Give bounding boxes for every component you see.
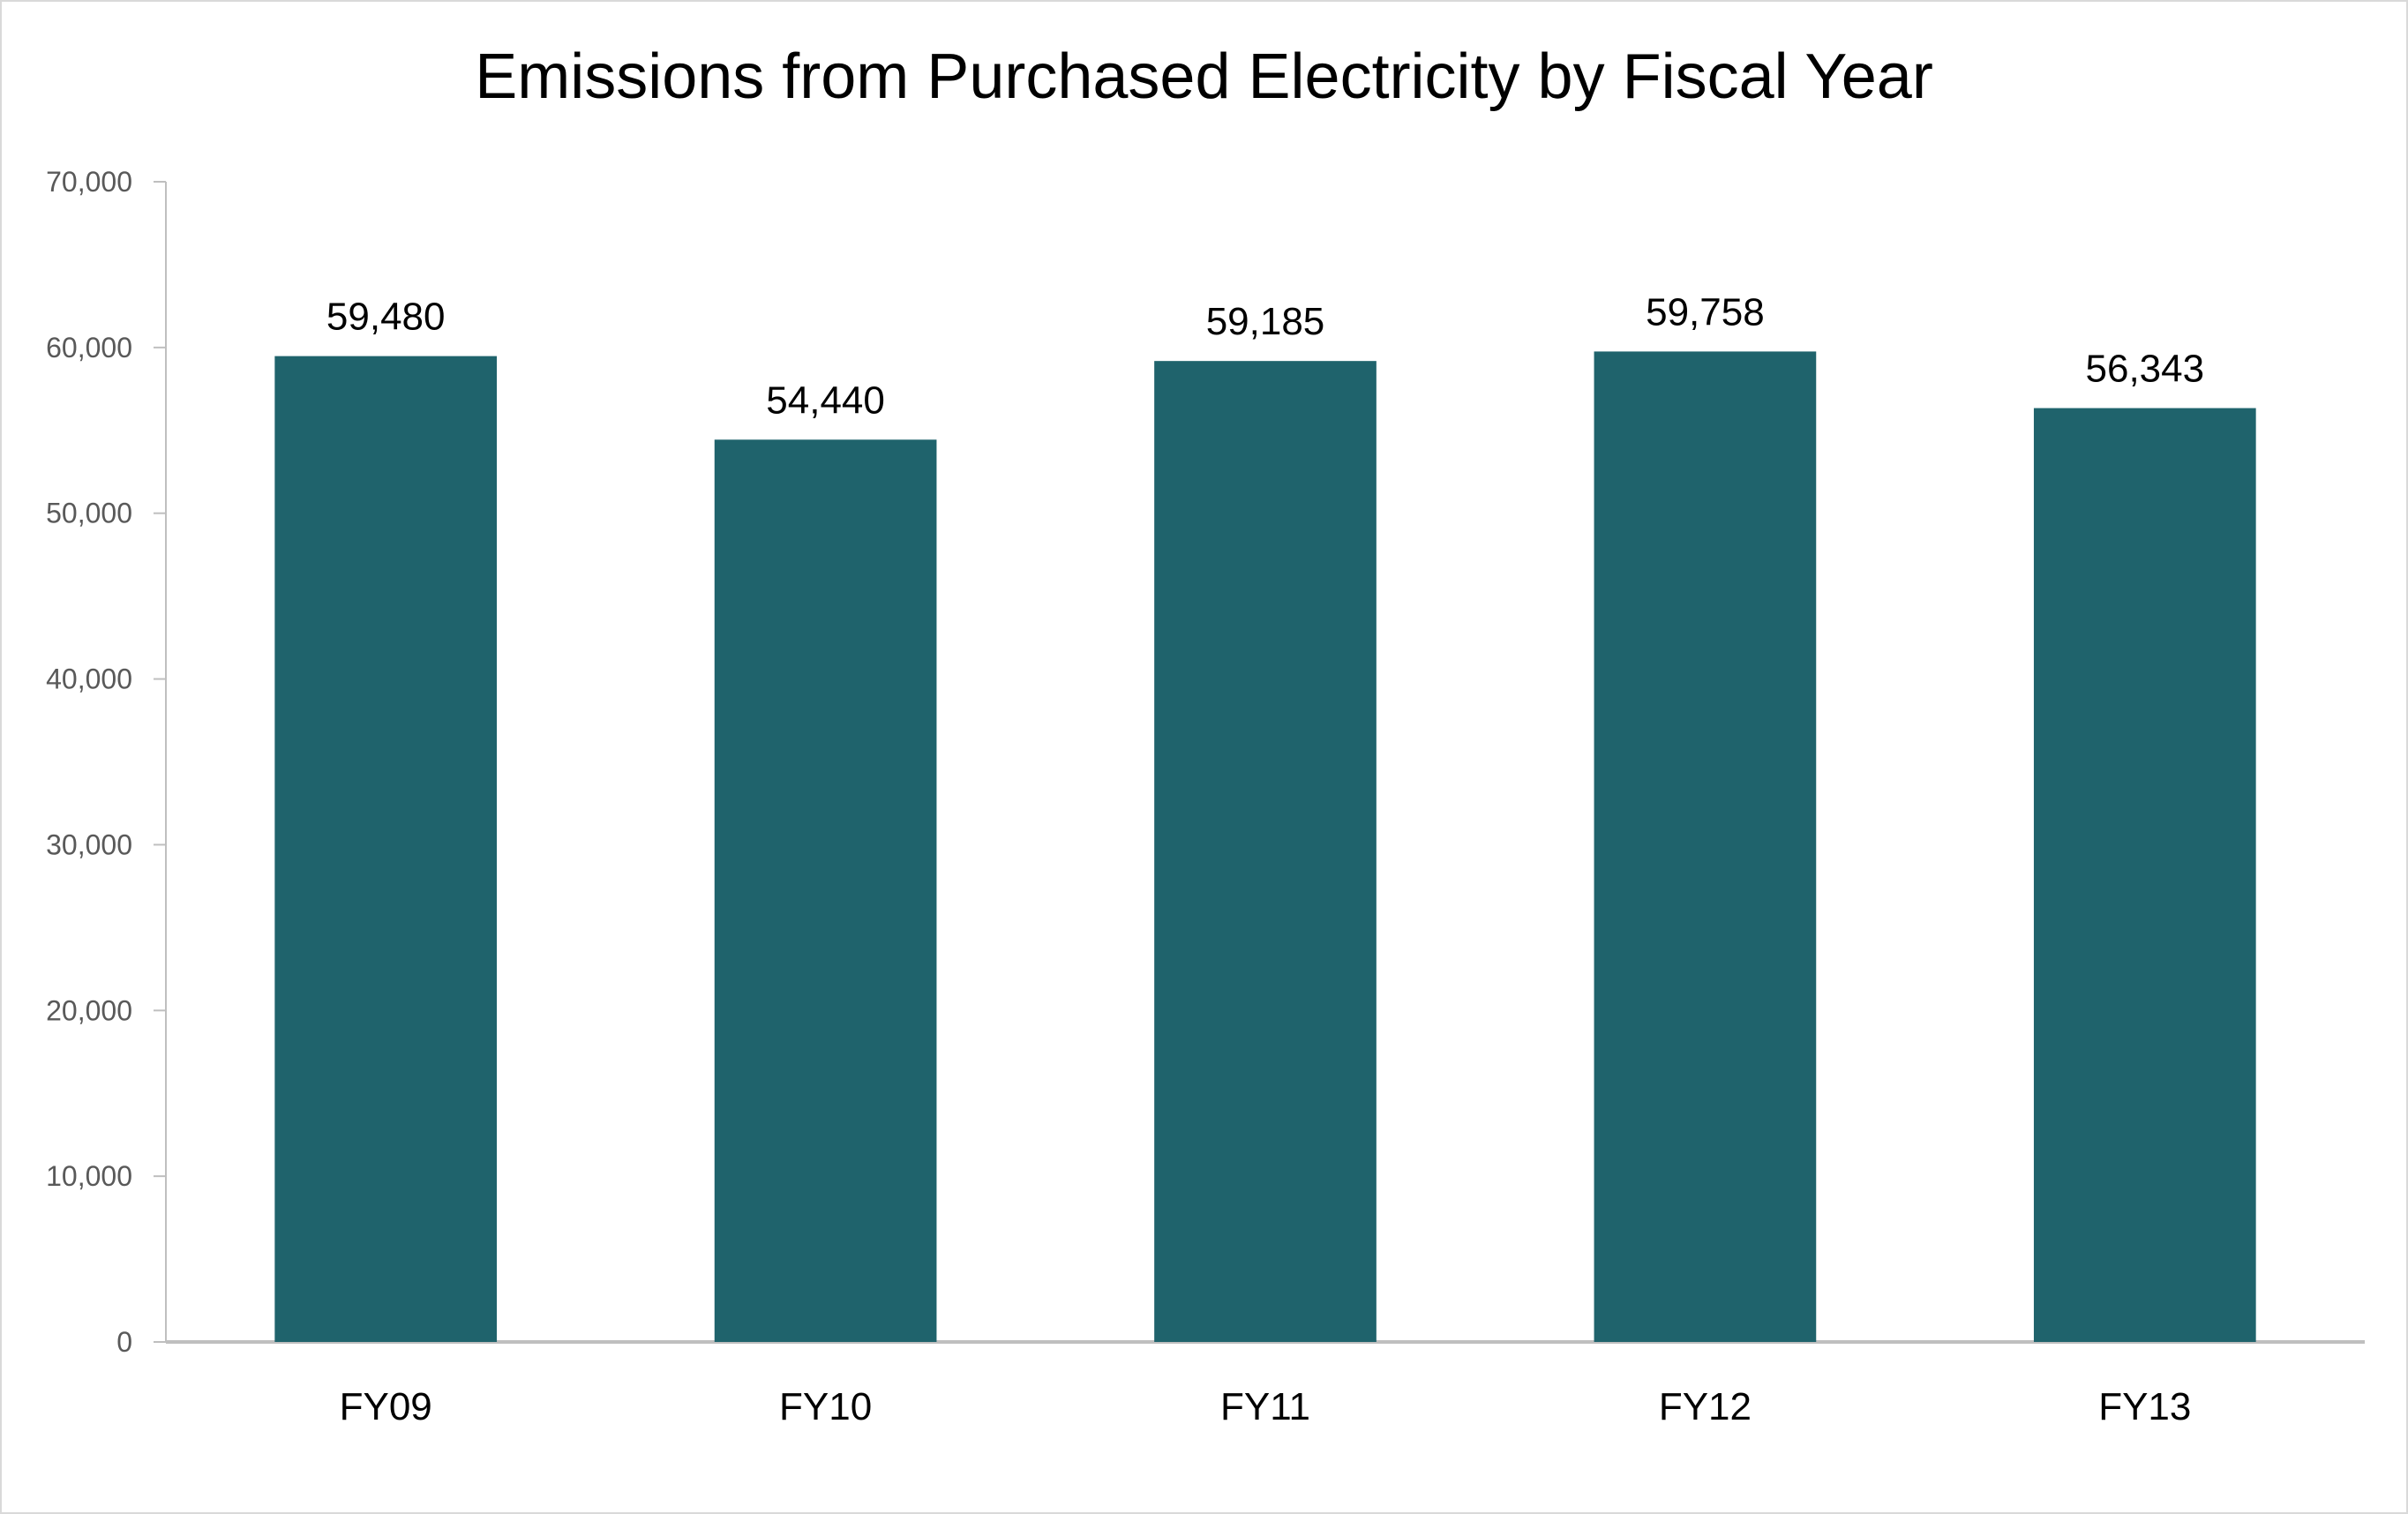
data-label-fy13: 56,343: [2086, 348, 2205, 391]
bar-fy12: [1594, 351, 1817, 1342]
x-tick-label-fy11: FY11: [1220, 1385, 1310, 1428]
x-tick-label-fy09: FY09: [340, 1385, 432, 1428]
y-tick-label: 30,000: [46, 828, 132, 860]
bar-fy11: [1154, 361, 1377, 1343]
bar-fy10: [714, 439, 937, 1342]
chart-title: Emissions from Purchased Electricity by …: [475, 41, 1933, 112]
y-tick-label: 70,000: [46, 166, 132, 198]
y-tick-label: 60,000: [46, 332, 132, 364]
bars: [274, 351, 2256, 1343]
data-label-fy10: 54,440: [766, 378, 885, 422]
x-tick-label-fy12: FY12: [1659, 1385, 1752, 1428]
y-tick-label: 20,000: [46, 994, 132, 1026]
y-axis: 0 10,000 20,000 30,000 40,000 50,000 60,000 70,…: [46, 166, 167, 1358]
data-label-fy12: 59,758: [1646, 290, 1765, 334]
x-tick-label-fy10: FY10: [779, 1385, 872, 1428]
y-tick-label: 0: [116, 1326, 132, 1358]
data-labels: 59,480 54,440 59,185 59,758 56,343: [326, 290, 2204, 422]
y-tick-label: 10,000: [46, 1160, 132, 1192]
data-label-fy11: 59,185: [1206, 300, 1325, 343]
bar-fy13: [2033, 408, 2256, 1342]
y-tick-label: 50,000: [46, 498, 132, 529]
y-tick-label: 40,000: [46, 663, 132, 695]
data-label-fy09: 59,480: [326, 296, 446, 339]
x-axis: FY09 FY10 FY11 FY12 FY13: [166, 1340, 2365, 1428]
x-tick-label-fy13: FY13: [2098, 1385, 2191, 1428]
bar-fy09: [274, 356, 498, 1342]
